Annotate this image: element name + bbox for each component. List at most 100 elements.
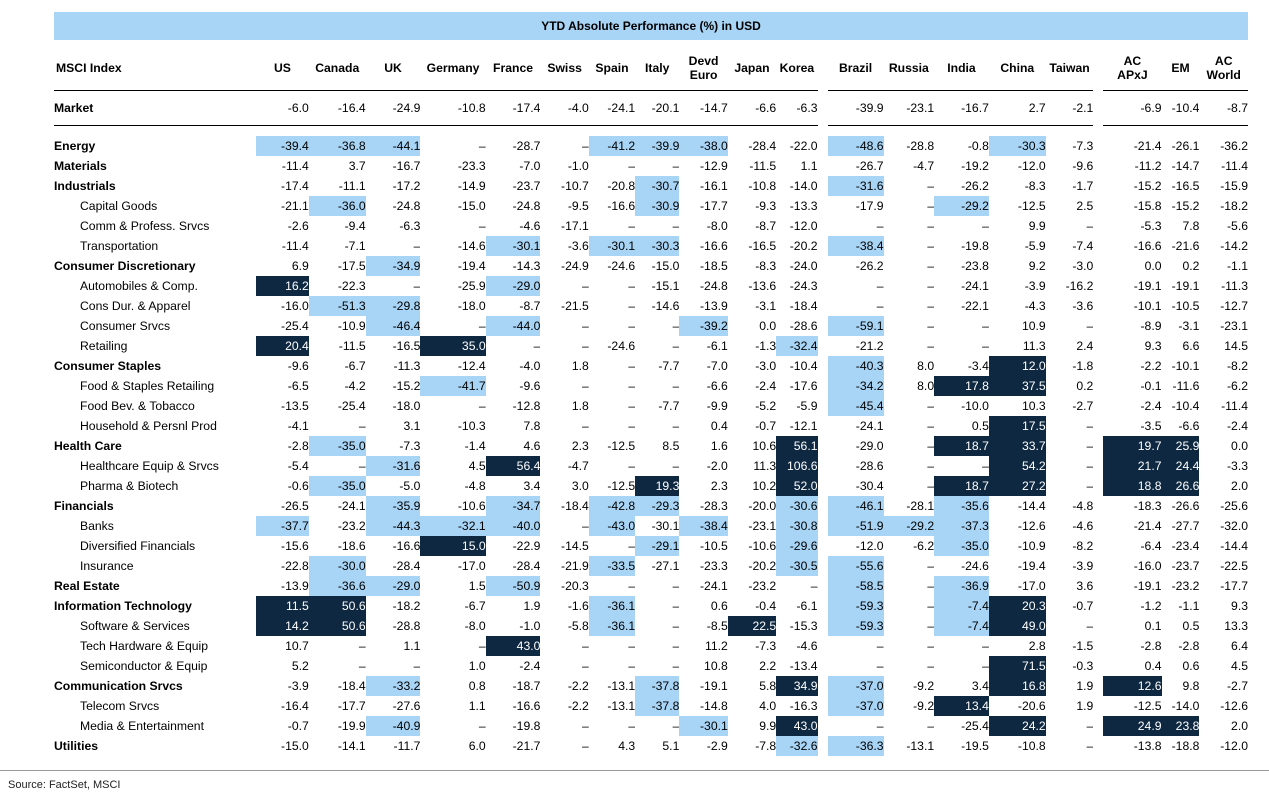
cell-china: 27.2	[988, 476, 1046, 496]
cell-devd_euro: -7.0	[706, 359, 728, 373]
cell-germany: -1.4	[464, 439, 486, 453]
cell-us: 5.2	[291, 659, 309, 673]
cell-italy: –	[672, 159, 680, 173]
cell-france: -29.0	[485, 276, 541, 296]
row-label: Retailing	[80, 339, 128, 353]
cell-italy: -30.9	[635, 196, 680, 216]
cell-uk: -18.0	[392, 399, 421, 413]
cell-taiwan: -1.7	[1045, 176, 1104, 196]
cell-china: -10.8	[1017, 739, 1046, 753]
cell-taiwan: -3.6	[1045, 296, 1104, 316]
cell-china: -12.5	[1017, 199, 1046, 213]
cell-uk: -34.9	[365, 256, 421, 276]
cell-canada: -4.2	[344, 379, 366, 393]
cell-uk: -18.2	[392, 599, 421, 613]
cell-uk: -11.3	[393, 359, 421, 373]
cell-ac_apxj: 21.7	[1098, 456, 1162, 476]
cell-devd_euro: -28.3	[700, 499, 728, 513]
cell-germany: -19.4	[457, 259, 486, 273]
header-swiss: Swiss	[540, 46, 589, 91]
cell-china: -20.6	[1017, 699, 1046, 713]
cell-us: -11.4	[281, 239, 309, 253]
table-row: Consumer Srvcs -25.4 -10.9 -46.4– -44.0– – – -3…	[54, 316, 1248, 336]
cell-brazil: -55.6	[822, 556, 884, 576]
cell-japan: -6.6	[727, 90, 777, 126]
cell-ac_apxj: -8.9	[1140, 319, 1162, 333]
cell-em: -1.1	[1178, 599, 1200, 613]
row-label: Comm & Profess. Srvcs	[80, 219, 210, 233]
cell-spain: –	[628, 419, 636, 433]
header-ac_apxj: AC APxJ	[1098, 46, 1162, 91]
cell-us: -0.7	[287, 719, 309, 733]
cell-spain: –	[628, 579, 636, 593]
cell-italy: –	[672, 319, 680, 333]
cell-japan: 10.2	[752, 479, 777, 493]
cell-korea: -28.6	[776, 316, 828, 336]
cell-spain: -12.5	[607, 479, 636, 493]
cell-france: 1.9	[523, 599, 541, 613]
cell-china: -3.9	[1024, 279, 1046, 293]
cell-canada: -10.9	[337, 319, 366, 333]
performance-table: MSCI Index US Canada UK Germany France Swiss S…	[54, 46, 1248, 756]
header-devd_euro: Devd Euro	[679, 46, 728, 91]
cell-ac_world: -3.3	[1226, 459, 1248, 473]
cell-italy: -27.1	[651, 559, 680, 573]
cell-spain: –	[628, 379, 636, 393]
cell-taiwan: -7.4	[1045, 236, 1104, 256]
cell-brazil: -30.4	[855, 479, 884, 493]
cell-japan: -23.2	[748, 579, 777, 593]
table-row: Tech Hardware & Equip 10.7–1.1–43.0– – –11.…	[54, 636, 1248, 656]
cell-spain: -36.1	[588, 596, 636, 616]
cell-italy: -29.3	[635, 496, 680, 516]
cell-devd_euro: -39.2	[679, 316, 728, 336]
header-russia: Russia	[883, 46, 935, 91]
cell-uk: -29.8	[365, 296, 421, 316]
cell-canada: -51.3	[308, 296, 366, 316]
table-row: Household & Persnl Prod -4.1 – 3.1 -10.3 7.8 –…	[54, 416, 1248, 436]
cell-taiwan: -3.9	[1045, 556, 1104, 576]
cell-us: -9.6	[287, 359, 309, 373]
cell-russia: –	[927, 339, 935, 353]
cell-brazil: –	[876, 639, 884, 653]
cell-france: -50.9	[485, 576, 541, 596]
cell-ac_apxj: -12.5	[1133, 699, 1162, 713]
cell-uk: -33.2	[365, 676, 421, 696]
cell-brazil: –	[876, 279, 884, 293]
table-title: YTD Absolute Performance (%) in USD	[54, 12, 1248, 40]
cell-russia: –	[927, 599, 935, 613]
cell-us: 6.9	[291, 259, 309, 273]
cell-india: -3.4	[967, 359, 989, 373]
cell-em: -18.8	[1171, 739, 1200, 753]
header-brazil-line: Brazil	[838, 61, 873, 75]
row-label: Semiconductor & Equip	[80, 659, 208, 673]
cell-russia: -6.2	[913, 539, 935, 553]
cell-japan: -28.4	[748, 139, 777, 153]
cell-ac_world: -5.6	[1226, 219, 1248, 233]
cell-france: -30.1	[485, 236, 541, 256]
cell-swiss: –	[582, 379, 589, 393]
table-row: Transportation -11.4 -7.1– -14.6 -30.1 -3.6 -3…	[54, 236, 1248, 256]
cell-devd_euro: 11.2	[704, 639, 728, 653]
cell-us: -6.5	[287, 379, 309, 393]
header-ac_apxj-line: APxJ	[1117, 68, 1148, 82]
row-label: Tech Hardware & Equip	[80, 639, 209, 653]
cell-korea: -16.3	[776, 696, 828, 716]
cell-us: -2.6	[287, 219, 309, 233]
cell-devd_euro: -12.9	[700, 159, 728, 173]
cell-ac_apxj: -19.1	[1133, 279, 1162, 293]
cell-canada: -16.4	[308, 90, 366, 126]
cell-swiss: 2.3	[571, 439, 589, 453]
cell-swiss: 1.8	[571, 399, 589, 413]
cell-russia: -9.2	[913, 699, 935, 713]
cell-ac_world: -14.2	[1220, 239, 1248, 253]
cell-germany: –	[478, 219, 486, 233]
cell-brazil: -45.4	[822, 396, 884, 416]
cell-uk: -16.5	[392, 339, 421, 353]
cell-spain: -12.5	[607, 439, 636, 453]
performance-table-container: MSCI Index US Canada UK Germany France Swiss S…	[54, 46, 1248, 756]
cell-india: –	[982, 219, 989, 233]
cell-ac_apxj: -6.4	[1140, 539, 1162, 553]
cell-korea: -29.6	[776, 536, 828, 556]
cell-china: -12.0	[1017, 159, 1046, 173]
cell-uk: -31.6	[365, 456, 421, 476]
